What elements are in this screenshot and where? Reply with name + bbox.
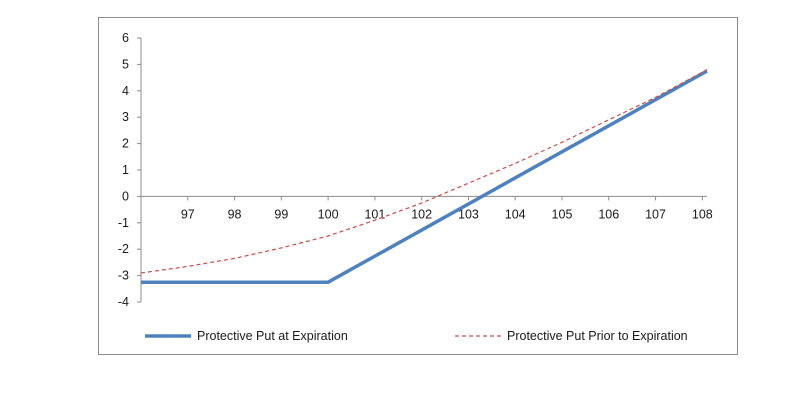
legend-label-1: Protective Put at Expiration xyxy=(197,329,348,343)
y-tick-label: 4 xyxy=(122,84,129,98)
chart-frame: 6 5 4 3 2 1 0 -1 -2 -3 -4 97 98 99 100 101 102 103 104 105 1… xyxy=(98,17,738,355)
x-tick-label: 108 xyxy=(692,207,713,221)
x-tick-label: 105 xyxy=(552,207,573,221)
x-tick-label: 106 xyxy=(598,207,619,221)
x-tick-label: 98 xyxy=(228,207,242,221)
series-line-2 xyxy=(140,69,708,274)
x-tick-label: 101 xyxy=(364,207,385,221)
y-tick-label: -1 xyxy=(118,216,129,230)
x-tick-label: 104 xyxy=(505,207,526,221)
x-tick-label: 103 xyxy=(458,207,479,221)
x-tick-label: 99 xyxy=(274,207,288,221)
chart-svg: 6 5 4 3 2 1 0 -1 -2 -3 -4 97 98 99 100 101 102 103 104 105 1… xyxy=(118,31,713,343)
y-tick-label: 0 xyxy=(122,189,129,203)
legend-label-2: Protective Put Prior to Expiration xyxy=(507,329,688,343)
x-tick-label: 100 xyxy=(318,207,339,221)
y-tick-label: 5 xyxy=(122,57,129,71)
x-tick-label: 107 xyxy=(645,207,666,221)
y-tick-label: 6 xyxy=(122,31,129,45)
axes: 6 5 4 3 2 1 0 -1 -2 -3 -4 97 98 99 100 101 102 103 104 105 1… xyxy=(118,31,713,309)
y-tick-label: 1 xyxy=(122,163,129,177)
x-tick-label: 97 xyxy=(181,207,195,221)
y-tick-label: 3 xyxy=(122,110,129,124)
x-tick-label: 102 xyxy=(411,207,432,221)
y-tick-label: 2 xyxy=(122,137,129,151)
legend: Protective Put at Expiration Protective P… xyxy=(145,329,688,343)
y-tick-label: -4 xyxy=(118,295,129,309)
series-layer xyxy=(140,69,708,284)
y-tick-label: -3 xyxy=(118,269,129,283)
y-tick-label: -2 xyxy=(118,242,129,256)
series-line-1 xyxy=(141,69,708,284)
